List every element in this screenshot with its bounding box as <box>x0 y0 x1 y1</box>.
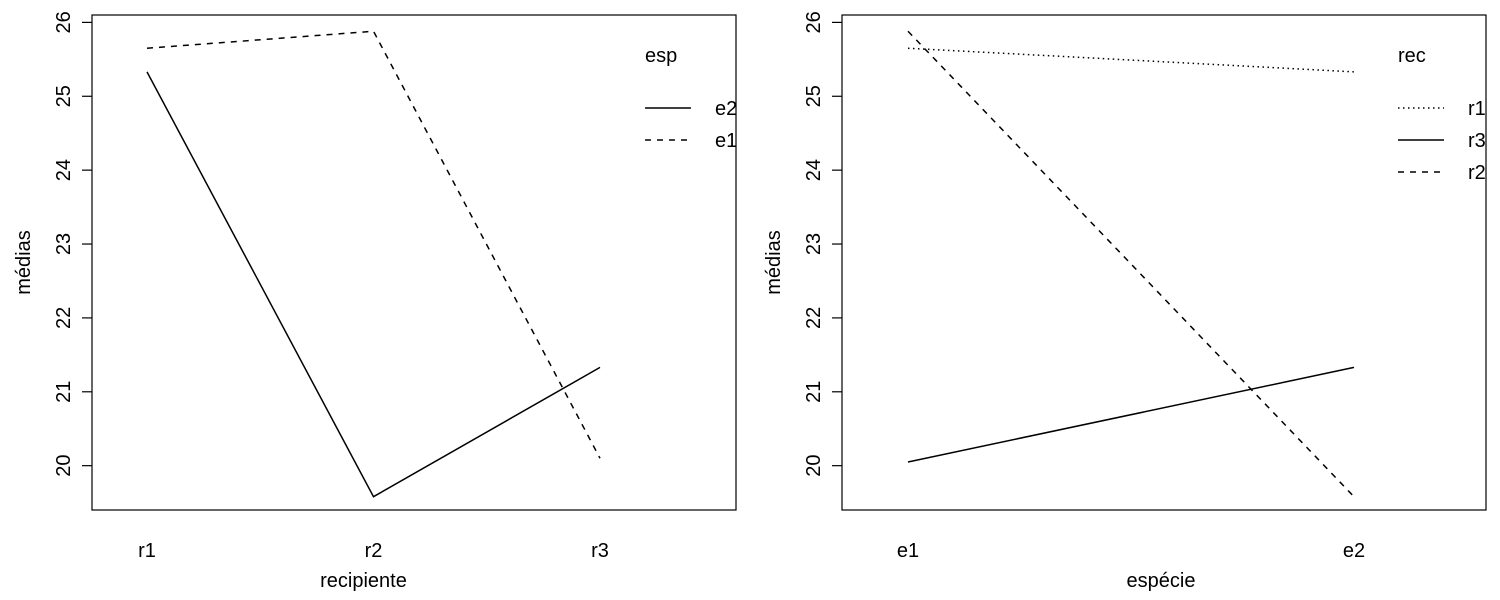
x-tick-label: r3 <box>591 540 609 562</box>
series-line-e2 <box>146 71 601 498</box>
y-tick-label: 21 <box>53 381 75 403</box>
series-line-e1 <box>146 30 601 459</box>
y-tick-label: 24 <box>803 159 825 181</box>
y-tick-label: 25 <box>53 85 75 107</box>
legend-label-r2: r2 <box>1468 162 1486 184</box>
y-tick-label: 22 <box>53 307 75 329</box>
y-tick-label: 25 <box>803 85 825 107</box>
legend-label-e1: e1 <box>715 130 737 152</box>
x-axis-title: espécie <box>1127 570 1196 592</box>
series-line-r2 <box>907 30 1355 498</box>
y-tick-label: 22 <box>803 307 825 329</box>
y-tick-label: 26 <box>803 11 825 33</box>
x-axis-title: recipiente <box>320 570 407 592</box>
x-tick-label: r2 <box>365 540 383 562</box>
y-axis-title: médias <box>13 230 35 294</box>
legend: rec r1 r3 r2 <box>1398 45 1486 184</box>
y-tick-label: 20 <box>803 455 825 477</box>
series-line-r1 <box>907 47 1355 73</box>
y-axis-title: médias <box>763 230 785 294</box>
legend-title: rec <box>1398 45 1426 67</box>
right-interaction-plot: 20 21 22 23 24 25 26 e1 e2 espécie médias rec r1 r3 r2 <box>763 11 1487 592</box>
legend: esp e2 e1 <box>645 45 737 152</box>
legend-label-e2: e2 <box>715 98 737 120</box>
y-tick-label: 26 <box>53 11 75 33</box>
legend-label-r1: r1 <box>1468 98 1486 120</box>
y-tick-label: 20 <box>53 455 75 477</box>
plot-frame <box>91 14 737 511</box>
legend-title: esp <box>645 45 677 67</box>
x-tick-label: e2 <box>1343 540 1365 562</box>
plot-frame <box>841 14 1487 511</box>
legend-label-r3: r3 <box>1468 130 1486 152</box>
y-tick-label: 23 <box>803 233 825 255</box>
x-tick-label: e1 <box>897 540 919 562</box>
y-tick-label: 24 <box>53 159 75 181</box>
y-tick-label: 23 <box>53 233 75 255</box>
series-group <box>907 30 1355 498</box>
x-tick-label: r1 <box>138 540 156 562</box>
series-group <box>146 30 601 498</box>
y-tick-label: 21 <box>803 381 825 403</box>
series-line-r3 <box>907 366 1355 463</box>
